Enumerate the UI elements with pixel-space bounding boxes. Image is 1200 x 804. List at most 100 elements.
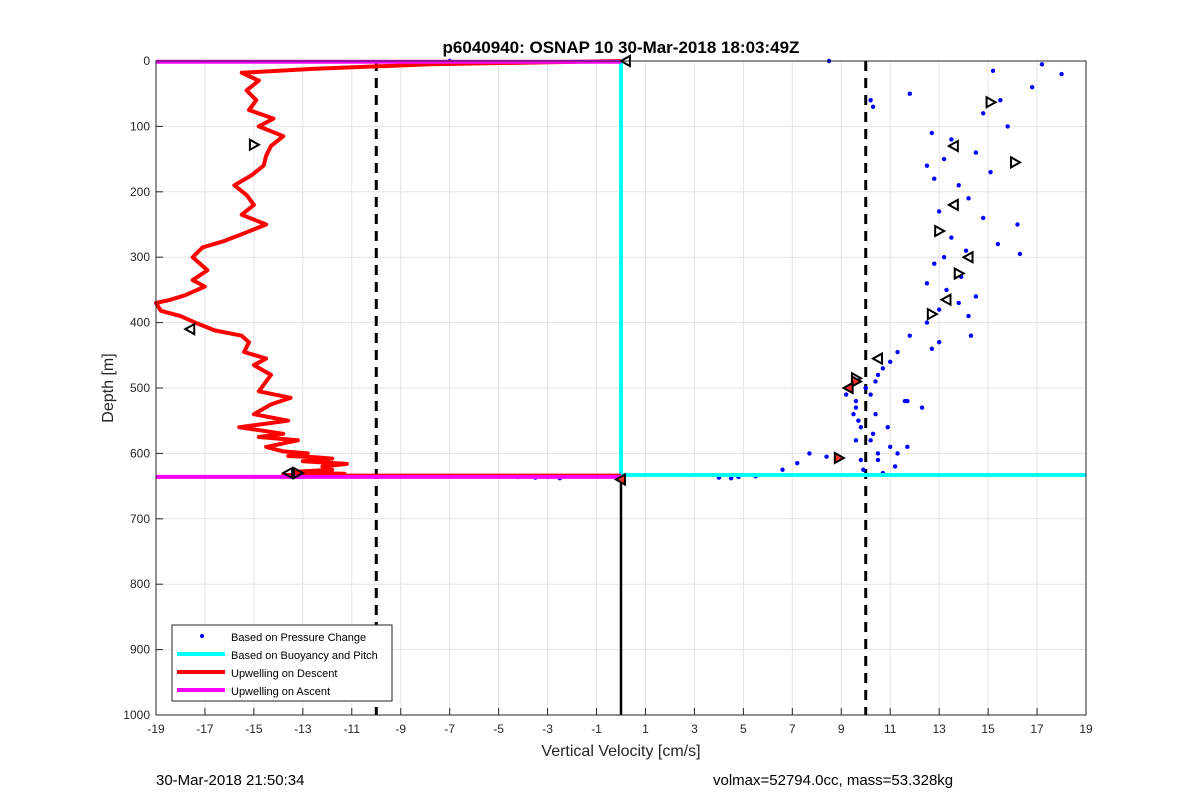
pressure-change-point	[905, 444, 910, 450]
event-marker	[833, 451, 846, 465]
x-tick-label: -15	[245, 722, 263, 736]
pressure-change-point	[892, 464, 898, 469]
pressure-change-point	[1005, 124, 1010, 129]
event-marker	[985, 95, 998, 109]
event-marker	[926, 307, 939, 321]
pressure-change-point	[843, 392, 849, 397]
x-tick-label: -11	[344, 722, 361, 736]
pressure-change-point	[853, 438, 859, 443]
y-tick-label: 300	[130, 250, 150, 264]
x-tick-label: 11	[884, 722, 897, 736]
pressure-change-point	[851, 411, 856, 417]
event-marker	[292, 466, 306, 480]
pressure-change-point	[944, 287, 949, 293]
pressure-change-point	[895, 349, 900, 355]
pressure-change-point	[888, 444, 893, 450]
y-tick-label: 600	[130, 446, 150, 460]
x-tick-label: -1	[591, 722, 602, 736]
x-tick-label: 13	[932, 722, 946, 736]
pressure-change-point	[973, 294, 979, 299]
y-tick-label: 1000	[123, 708, 150, 722]
pressure-change-point	[924, 320, 930, 325]
pressure-change-point	[924, 281, 930, 286]
pressure-change-point	[1039, 62, 1045, 67]
y-tick-label: 800	[130, 577, 150, 591]
x-tick-label: -5	[493, 722, 504, 736]
pressure-change-point	[966, 313, 971, 319]
pressure-change-point	[968, 333, 974, 338]
pressure-change-point	[981, 215, 986, 221]
pressure-change-point	[924, 163, 930, 168]
pressure-change-point	[981, 111, 986, 116]
pressure-change-point	[963, 248, 969, 253]
x-axis-label: Vertical Velocity [cm/s]	[541, 743, 700, 760]
x-tick-label: -13	[294, 722, 312, 736]
pressure-change-point	[870, 431, 876, 436]
event-marker	[281, 466, 294, 480]
pressure-change-point	[875, 372, 881, 378]
pressure-change-point	[919, 405, 925, 410]
event-marker	[946, 139, 959, 153]
x-tick-label: -3	[542, 722, 553, 736]
pressure-change-point	[863, 385, 868, 391]
pressure-change-point	[1059, 71, 1064, 77]
event-marker	[939, 293, 952, 307]
pressure-change-point	[880, 366, 886, 371]
x-tick-label: -17	[196, 722, 214, 736]
legend: Based on Pressure Change Based on Buoyan…	[171, 624, 393, 702]
y-tick-label: 0	[143, 54, 150, 68]
event-marker	[850, 374, 864, 389]
event-marker	[953, 266, 966, 281]
y-tick-label: 400	[130, 316, 150, 330]
pressure-change-point	[875, 451, 881, 456]
tick-layer: -19 -17 -15 -13 -11 -9 -7 -5 -3 -1 1 3 5 7 9 11 13 15 17 19…	[123, 54, 1093, 736]
pressure-change-point	[956, 183, 961, 188]
legend-swatch-pressure	[200, 634, 204, 638]
event-marker	[183, 322, 196, 336]
pressure-change-point	[936, 209, 942, 214]
series-line	[154, 59, 622, 478]
pressure-change-point	[858, 457, 864, 463]
pressure-change-point	[1015, 222, 1020, 227]
x-tick-label: 5	[740, 722, 747, 736]
y-axis-label: Depth [m]	[100, 353, 117, 422]
pressure-change-point	[728, 476, 734, 481]
x-tick-label: 3	[691, 722, 698, 736]
pressure-change-point	[998, 98, 1003, 103]
event-marker	[1010, 155, 1023, 170]
y-tick-label: 500	[130, 381, 150, 395]
pressure-change-point	[936, 307, 942, 312]
pressure-change-point	[868, 392, 873, 397]
pressure-change-point	[807, 451, 812, 456]
pressure-change-point	[929, 346, 935, 351]
pressure-change-point	[941, 156, 947, 162]
pressure-change-point	[988, 169, 993, 175]
pressure-change-point	[858, 425, 864, 430]
pressure-change-point	[895, 451, 900, 456]
pressure-change-point	[888, 359, 893, 365]
x-tick-label: 1	[642, 722, 649, 736]
pressure-change-point	[941, 255, 947, 260]
pressure-change-point	[868, 438, 873, 443]
data-layer	[154, 54, 1086, 715]
pressure-change-point	[973, 150, 979, 155]
pressure-change-point	[1017, 251, 1023, 257]
footer-timestamp: 30-Mar-2018 21:50:34	[156, 772, 305, 789]
pressure-change-point	[853, 405, 859, 410]
pressure-change-point	[885, 425, 890, 430]
pressure-change-point	[780, 467, 785, 472]
pressure-change-point	[929, 130, 935, 136]
y-tick-label: 700	[130, 512, 150, 526]
pressure-change-point	[995, 241, 1001, 247]
legend-label-pressure: Based on Pressure Change	[231, 632, 366, 644]
pressure-change-point	[990, 68, 996, 74]
y-tick-label: 200	[130, 185, 150, 199]
pressure-change-point	[856, 418, 861, 423]
x-tick-label: -9	[395, 722, 406, 736]
pressure-change-point	[870, 104, 876, 109]
event-marker	[248, 138, 261, 152]
pressure-change-point	[873, 379, 878, 384]
pressure-change-point	[932, 261, 937, 266]
y-tick-label: 900	[130, 643, 150, 657]
